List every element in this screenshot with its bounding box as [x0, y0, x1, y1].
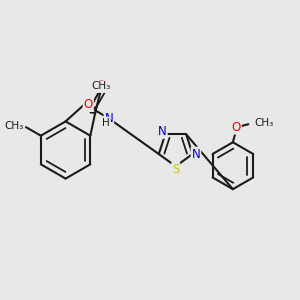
Text: CH₃: CH₃ — [91, 81, 110, 91]
Text: S: S — [172, 163, 179, 176]
Text: N: N — [158, 125, 167, 138]
Text: O: O — [97, 79, 106, 92]
Text: H: H — [102, 118, 110, 128]
Text: N: N — [192, 148, 200, 160]
Text: CH₃: CH₃ — [4, 121, 24, 131]
Text: O: O — [84, 98, 93, 111]
Text: O: O — [232, 121, 241, 134]
Text: N: N — [104, 112, 113, 124]
Text: CH₃: CH₃ — [255, 118, 274, 128]
